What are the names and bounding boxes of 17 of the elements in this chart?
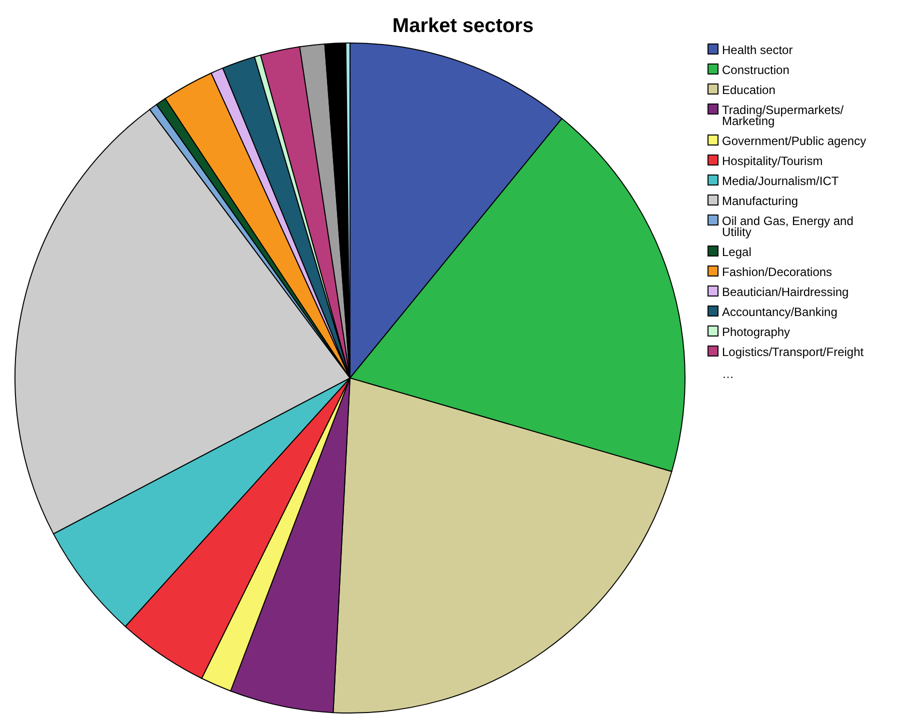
legend-label: Logistics/Transport/Freight: [722, 345, 864, 359]
legend-label: Government/Public agency: [722, 134, 866, 148]
legend-label: Trading/Supermarkets/Marketing: [722, 103, 844, 128]
legend-label: Hospitality/Tourism: [722, 154, 823, 168]
legend-label: Fashion/Decorations: [722, 265, 832, 279]
legend-label: Health sector: [722, 43, 793, 57]
legend-label: Construction: [722, 63, 790, 77]
legend-label: Accountancy/Banking: [722, 305, 838, 319]
chart-title: Market sectors: [392, 15, 534, 37]
legend-label: Photography: [722, 325, 790, 339]
legend-label: Media/Journalism/ICT: [722, 174, 840, 188]
legend-label: Legal: [722, 245, 752, 259]
text: …: [722, 367, 734, 381]
legend-label: Oil and Gas, Energy and Utility: [722, 214, 854, 239]
legend-label: Manufacturing: [722, 194, 798, 208]
legend-label: Beautician/Hairdressing: [722, 285, 849, 299]
legend-label: Education: [722, 83, 776, 97]
